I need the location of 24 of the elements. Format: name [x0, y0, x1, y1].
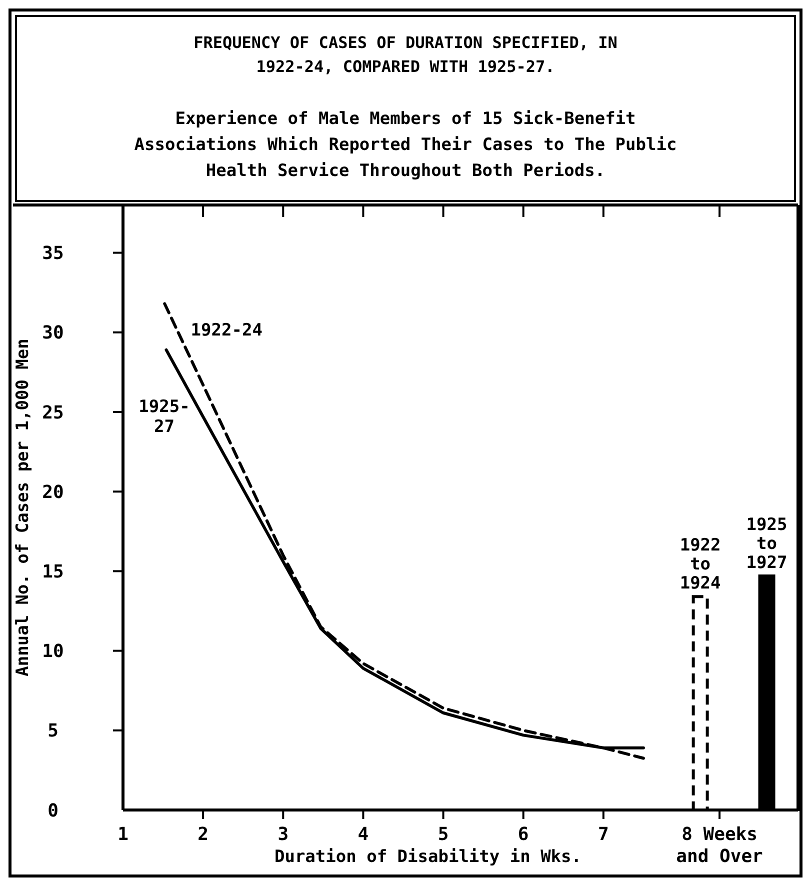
x-tick-label: 6: [518, 824, 529, 845]
chart-subtitle: Experience of Male Members of 15 Sick-Benefit Associations Which Reported Their Cases to The Public Health Service Throughout Both Periods.: [134, 109, 677, 181]
x-tick-label: 5: [438, 824, 449, 845]
x-tick-label: 1: [118, 824, 128, 845]
y-tick-label: 15: [42, 561, 64, 582]
y-tick-label: 25: [42, 402, 64, 424]
y-tick-label: 30: [42, 322, 64, 344]
legend-label: 1925-27: [138, 396, 190, 437]
y-tick-label: 10: [42, 641, 64, 662]
chart-title: FREQUENCY OF CASES OF DURATION SPECIFIED, IN 1922-24, COMPARED WITH 1925-27.: [194, 33, 618, 76]
x-tick-label: 4: [358, 824, 369, 845]
y-axis-title: Annual No. of Cases per 1,000 Men: [13, 338, 33, 676]
y-tick-label: 0: [48, 800, 58, 822]
series-label: 1922 to 1924: [680, 536, 721, 594]
x-axis-title: Duration of Disability in Wks.: [274, 847, 582, 867]
x-tick-label: 7: [598, 824, 609, 845]
y-tick-label: 35: [42, 243, 64, 264]
y-tick-label: 20: [42, 482, 64, 503]
x-tick-label: 8 Weeks and Over: [676, 824, 764, 867]
x-tick-label: 2: [198, 824, 208, 845]
x-tick-label: 3: [278, 824, 289, 845]
y-tick-label: 5: [48, 720, 58, 742]
series-label: 1922-24: [190, 320, 262, 341]
series-label: 1925 to 1927: [746, 514, 788, 573]
